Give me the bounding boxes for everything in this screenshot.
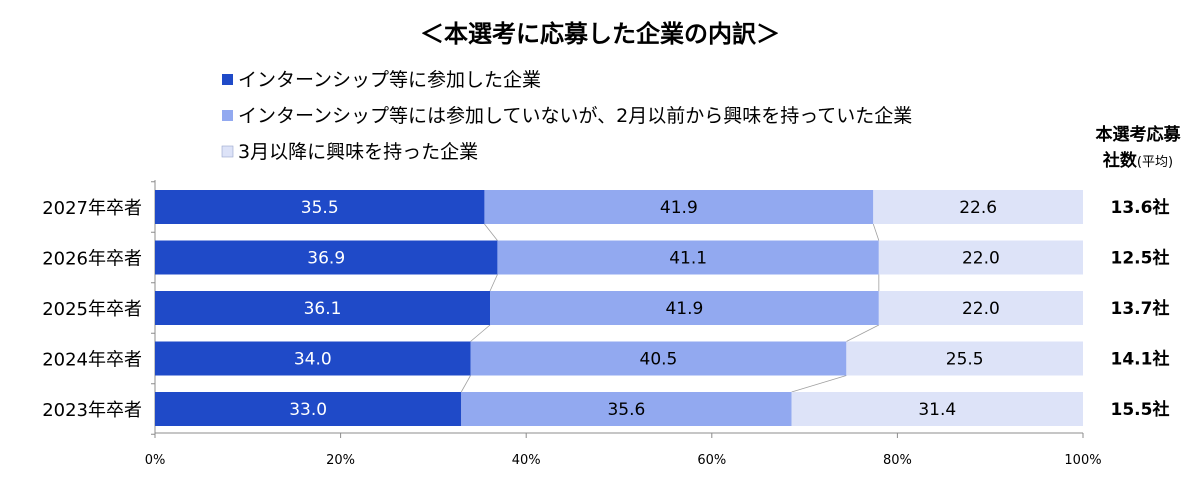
- legend-label-2: インターンシップ等には参加していないが、2月以前から興味を持っていた企業: [238, 105, 912, 127]
- connector-3-1: [470, 324, 491, 342]
- chart-title: ＜本選考に応募した企業の内訳＞: [420, 20, 780, 48]
- bar-1-series-1: [155, 190, 485, 224]
- connector-1-2: [872, 223, 880, 241]
- connector-4-2: [791, 375, 847, 393]
- bar-5-series-2: [461, 392, 792, 426]
- bar-3-series-3: [878, 291, 1083, 325]
- side-value-5: 15.5社: [1111, 399, 1170, 420]
- category-label-4: 2024年卒者: [42, 350, 142, 371]
- bar-4-series-3: [846, 341, 1083, 376]
- legend-swatch-2: [222, 110, 233, 121]
- value-label-5-2: 35.6: [607, 400, 645, 420]
- bar-2-series-2: [497, 240, 879, 275]
- side-header-line2-suffix: (平均): [1137, 155, 1173, 170]
- value-label-1-2: 41.9: [660, 198, 698, 218]
- side-header-line1: 本選考応募: [1096, 124, 1182, 145]
- legend-label-1: インターンシップ等に参加した企業: [238, 69, 541, 91]
- category-label-3: 2025年卒者: [42, 299, 142, 320]
- side-value-1: 13.6社: [1111, 197, 1170, 218]
- connector-3-2: [846, 324, 880, 342]
- bar-5-series-1: [155, 392, 462, 426]
- legend: インターンシップ等に参加した企業インターンシップ等には参加していないが、2月以前…: [221, 69, 912, 163]
- value-label-3-2: 41.9: [665, 299, 703, 319]
- value-label-5-1: 33.0: [289, 400, 327, 420]
- side-value-3: 13.7社: [1111, 298, 1170, 319]
- category-label-5: 2023年卒者: [42, 400, 142, 421]
- bar-2-series-3: [878, 240, 1083, 275]
- legend-swatch-1: [222, 74, 233, 85]
- bar-3-series-1: [155, 291, 491, 325]
- value-label-1-1: 35.5: [301, 198, 339, 218]
- value-label-2-3: 22.0: [962, 249, 1000, 269]
- value-label-4-1: 34.0: [294, 350, 332, 370]
- side-value-2: 12.5社: [1111, 248, 1170, 269]
- value-label-2-1: 36.9: [307, 249, 345, 269]
- label-layer: 35.5 41.9 22.6 2027年卒者 13.6社 36.9 41.1 22.0 2026…: [42, 197, 1169, 421]
- connector-2-1: [489, 274, 498, 292]
- connector-4-1: [460, 375, 471, 393]
- bar-2-series-1: [155, 240, 498, 275]
- value-label-4-2: 40.5: [640, 350, 678, 370]
- side-header-line2-main: 社数: [1102, 150, 1138, 171]
- legend-label-3: 3月以降に興味を持った企業: [238, 141, 478, 163]
- legend-swatch-3: [221, 145, 234, 158]
- axis-layer: 0% 20% 40% 60% 80% 100%: [145, 180, 1102, 468]
- series-connector-lines: [460, 223, 880, 393]
- value-label-4-3: 25.5: [946, 350, 984, 370]
- x-tick-label-2: 40%: [512, 453, 541, 468]
- category-label-2: 2026年卒者: [42, 249, 142, 270]
- side-value-4: 14.1社: [1111, 349, 1170, 370]
- x-tick-label-5: 100%: [1064, 453, 1101, 468]
- category-label-1: 2027年卒者: [42, 198, 142, 219]
- value-label-2-2: 41.1: [669, 249, 707, 269]
- bar-5-series-3: [791, 392, 1083, 426]
- connector-1-1: [484, 223, 498, 241]
- bar-3-series-2: [490, 291, 879, 325]
- x-tick-label-0: 0%: [145, 453, 166, 468]
- x-tick-label-1: 20%: [326, 453, 355, 468]
- side-header-line2: 社数(平均): [1102, 150, 1173, 171]
- value-label-5-3: 31.4: [918, 400, 956, 420]
- bar-4-series-1: [155, 341, 471, 376]
- x-tick-label-3: 60%: [697, 453, 726, 468]
- bar-layer: [155, 190, 1083, 426]
- bar-1-series-3: [873, 190, 1083, 224]
- value-label-3-1: 36.1: [304, 299, 342, 319]
- bar-1-series-2: [484, 190, 874, 224]
- value-label-3-3: 22.0: [962, 299, 1000, 319]
- bar-4-series-2: [470, 341, 847, 376]
- value-label-1-3: 22.6: [959, 198, 997, 218]
- x-tick-label-4: 80%: [883, 453, 912, 468]
